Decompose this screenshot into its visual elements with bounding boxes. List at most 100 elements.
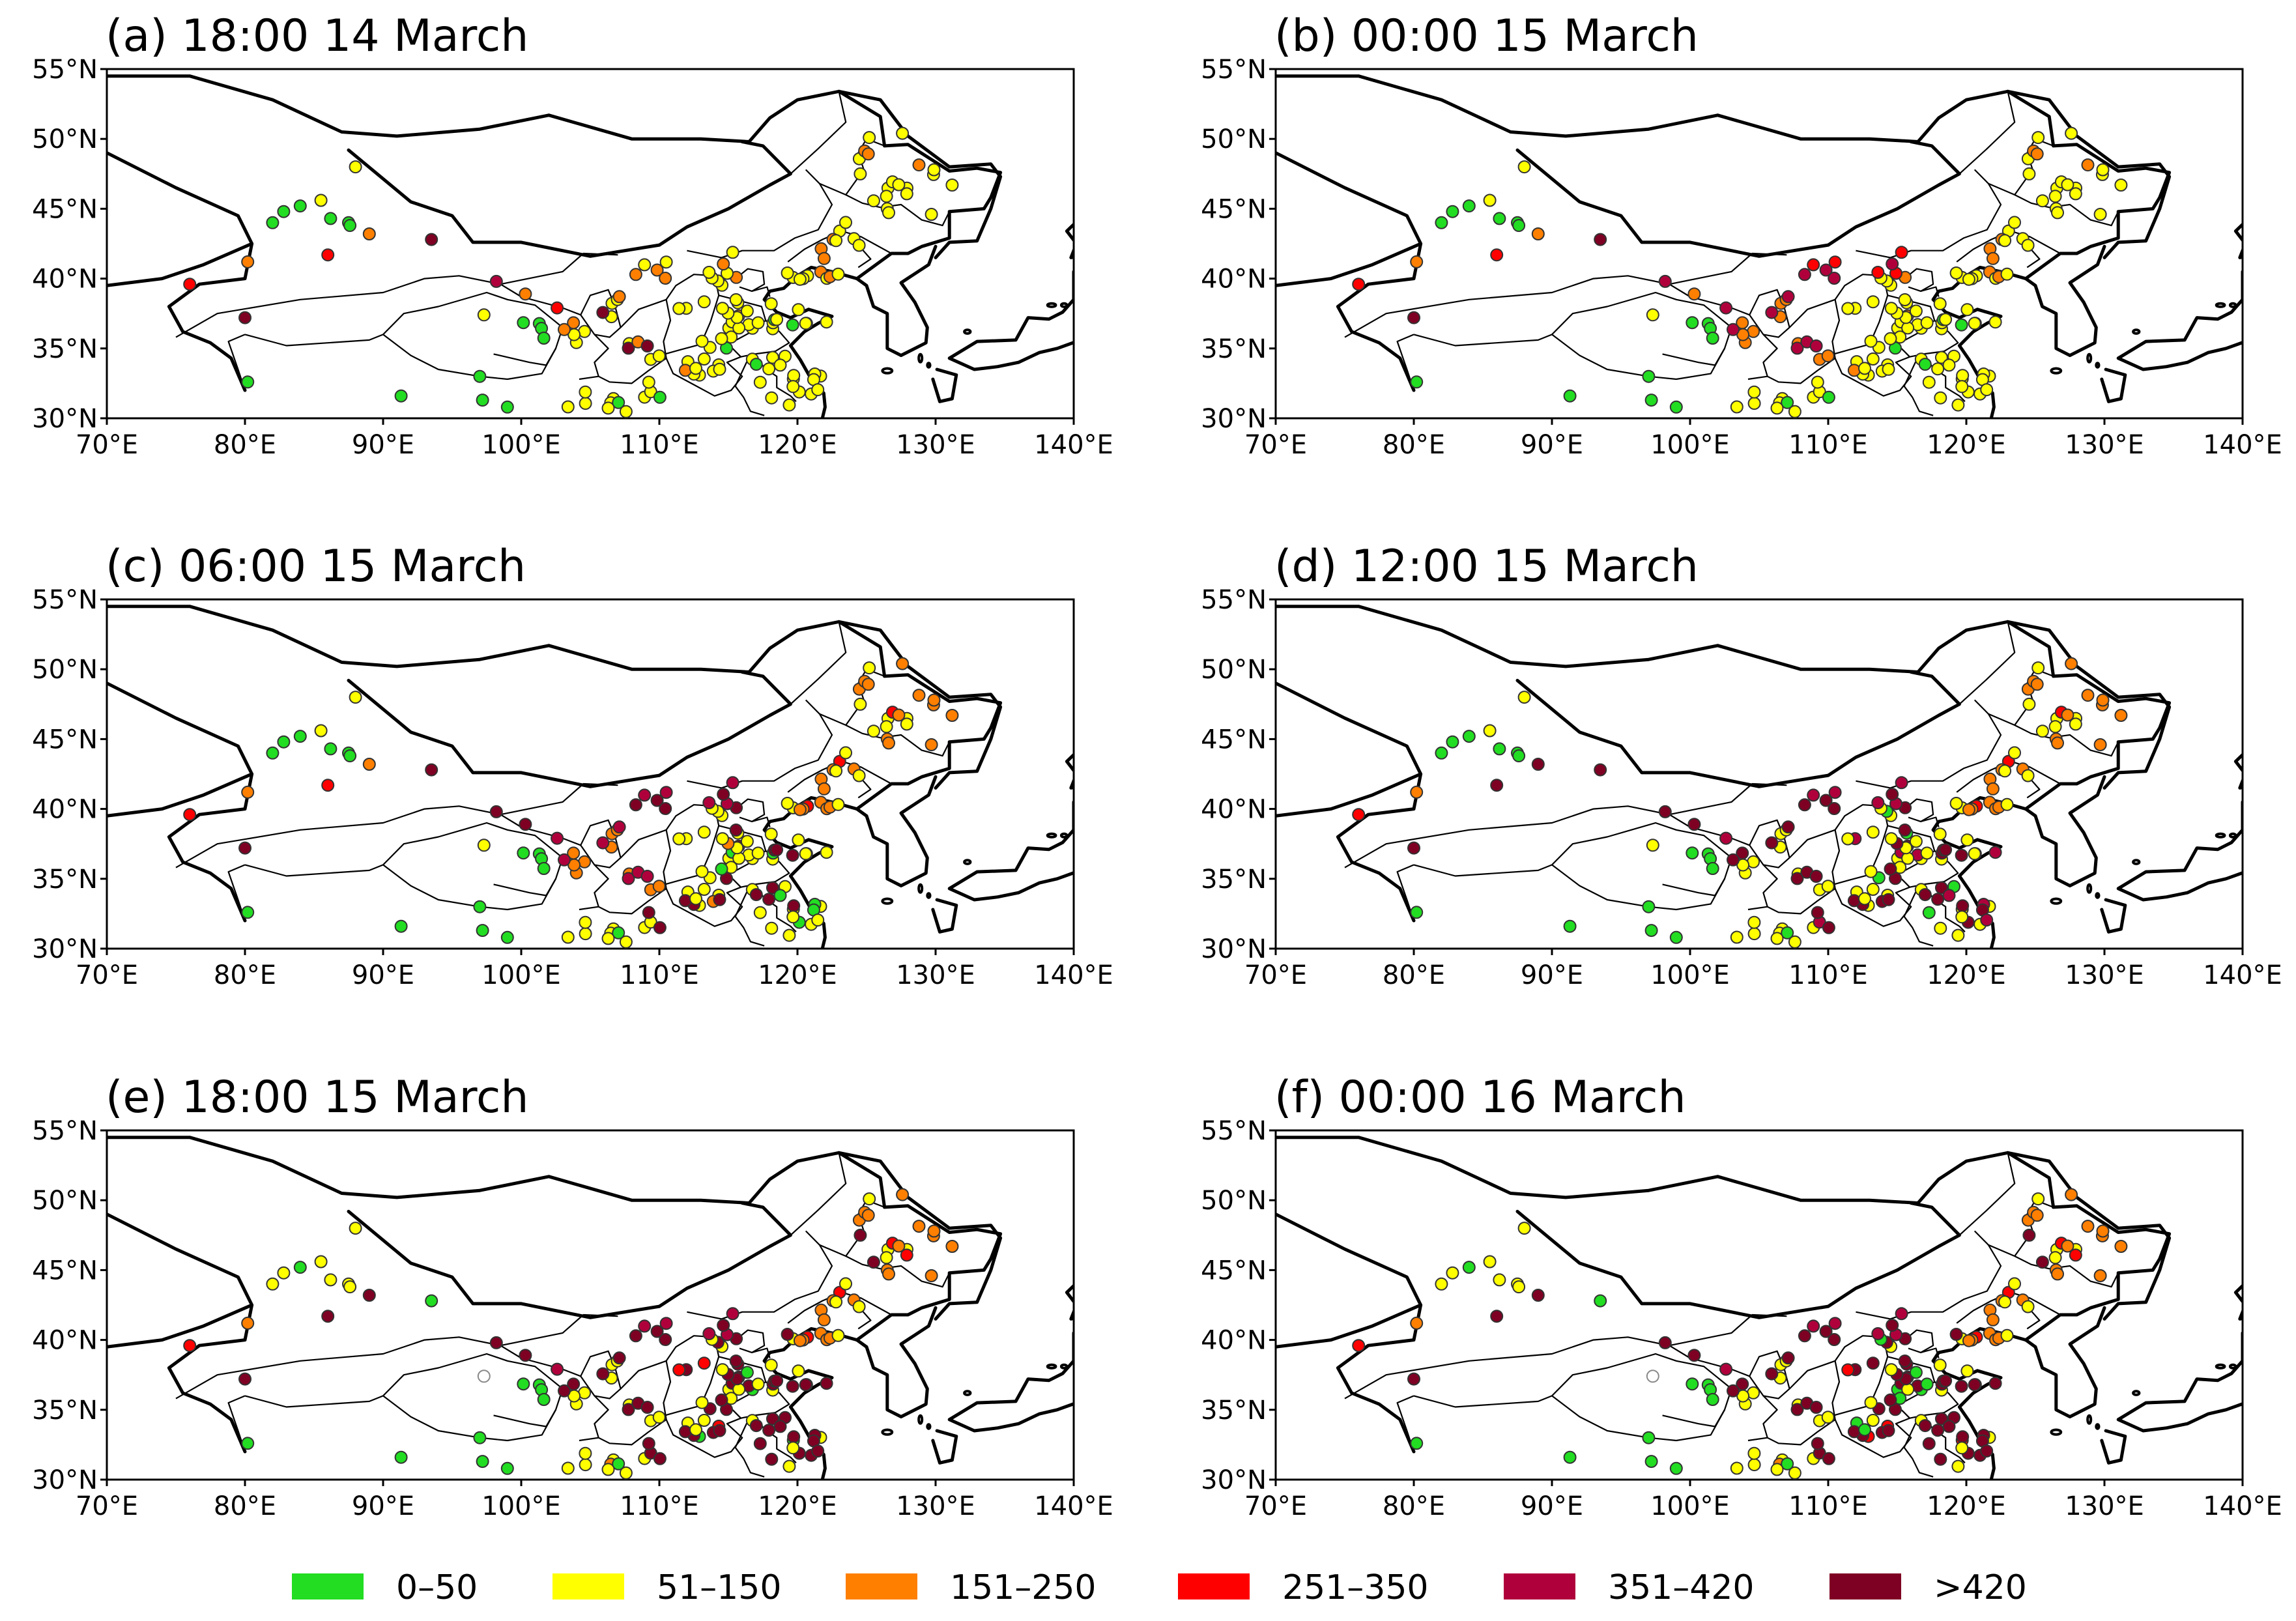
station-marker bbox=[1933, 827, 1947, 841]
station-marker bbox=[925, 738, 938, 751]
station-marker bbox=[892, 178, 906, 192]
y-tick-label: 40°N bbox=[1201, 1326, 1267, 1356]
station-marker bbox=[773, 1420, 787, 1433]
station-marker bbox=[1658, 274, 1672, 288]
panel-title: (b) 00:00 15 March bbox=[1274, 10, 1699, 62]
legend-item: 51–150 bbox=[552, 1568, 781, 1607]
x-tick-label: 70°E bbox=[1244, 430, 1307, 460]
station-marker bbox=[601, 1463, 615, 1476]
station-marker bbox=[517, 846, 530, 860]
station-marker bbox=[241, 375, 255, 389]
panel-a: (a) 18:00 14 March 70°E 80°E 90°E 100°E 110°E… bbox=[32, 10, 1113, 460]
province-border bbox=[2026, 246, 2041, 268]
island-outline bbox=[2233, 1284, 2243, 1321]
station-marker bbox=[697, 825, 711, 839]
province-border bbox=[493, 878, 556, 897]
station-marker bbox=[1765, 836, 1779, 850]
station-marker bbox=[1898, 293, 1912, 306]
station-marker bbox=[2065, 126, 2078, 140]
station-marker bbox=[321, 1310, 335, 1323]
station-marker bbox=[650, 263, 664, 277]
station-marker bbox=[343, 1280, 357, 1294]
island-outline bbox=[2086, 883, 2093, 894]
station-marker bbox=[729, 293, 743, 306]
station-marker bbox=[659, 786, 673, 799]
station-marker bbox=[642, 1437, 655, 1450]
station-marker bbox=[1909, 304, 1923, 318]
station-marker bbox=[1951, 928, 1965, 942]
station-marker bbox=[678, 364, 692, 377]
station-marker bbox=[1920, 316, 1934, 330]
station-marker bbox=[1658, 1336, 1672, 1349]
station-marker bbox=[1790, 1403, 1804, 1416]
border-line bbox=[1515, 670, 1961, 788]
station-marker bbox=[762, 1424, 776, 1437]
station-marker bbox=[786, 910, 800, 924]
station-marker bbox=[362, 758, 376, 771]
station-marker bbox=[1493, 212, 1506, 225]
station-marker bbox=[1922, 375, 1936, 389]
station-marker bbox=[927, 163, 941, 177]
station-marker bbox=[852, 769, 866, 782]
island-outline bbox=[2215, 832, 2226, 839]
province-border bbox=[1767, 829, 1841, 915]
station-marker bbox=[314, 194, 328, 207]
x-tick-label: 100°E bbox=[1650, 1491, 1730, 1521]
y-tick-label: 50°N bbox=[1201, 1186, 1267, 1216]
y-tick-label: 45°N bbox=[32, 724, 98, 754]
x-tick-label: 140°E bbox=[1034, 960, 1113, 990]
station-marker bbox=[1821, 1411, 1835, 1424]
island-outline bbox=[947, 1330, 1074, 1433]
station-marker bbox=[1922, 1437, 1936, 1450]
station-marker bbox=[829, 234, 843, 248]
station-marker bbox=[764, 827, 778, 841]
border-line bbox=[2267, 1133, 2278, 1256]
station-marker bbox=[697, 295, 711, 309]
station-marker bbox=[653, 390, 667, 404]
island-outline bbox=[2132, 1390, 2141, 1396]
panel-title: (d) 12:00 15 March bbox=[1274, 541, 1699, 592]
station-marker bbox=[852, 1300, 866, 1313]
station-marker bbox=[672, 302, 686, 315]
legend-swatch bbox=[846, 1573, 917, 1599]
x-tick-label: 140°E bbox=[1034, 430, 1113, 460]
station-marker bbox=[1918, 358, 1932, 371]
border-line bbox=[347, 1201, 792, 1319]
station-marker bbox=[1847, 364, 1861, 377]
x-tick-label: 80°E bbox=[1383, 1491, 1445, 1521]
station-marker bbox=[945, 709, 959, 722]
province-border bbox=[227, 864, 246, 921]
y-tick-label: 50°N bbox=[32, 124, 98, 154]
station-marker bbox=[751, 846, 765, 860]
station-marker bbox=[1847, 1425, 1861, 1439]
province-border bbox=[754, 353, 797, 403]
station-marker bbox=[1730, 400, 1744, 414]
station-marker bbox=[425, 233, 438, 246]
border-line bbox=[1515, 140, 1961, 258]
station-marker bbox=[1531, 1289, 1545, 1302]
station-marker bbox=[2096, 693, 2110, 707]
province-border bbox=[175, 252, 618, 338]
station-marker bbox=[1918, 1419, 1932, 1433]
station-marker bbox=[640, 1401, 654, 1414]
station-marker bbox=[558, 853, 571, 867]
station-marker bbox=[293, 730, 307, 743]
station-marker bbox=[1706, 1393, 1719, 1406]
island-outline bbox=[1046, 1363, 1057, 1370]
station-marker bbox=[753, 906, 767, 919]
y-tick-label: 40°N bbox=[32, 795, 98, 825]
station-marker bbox=[2035, 194, 2049, 208]
province-border bbox=[1923, 883, 1966, 933]
x-tick-label: 70°E bbox=[76, 960, 138, 990]
legend-label: 51–150 bbox=[657, 1568, 781, 1607]
x-tick-label: 90°E bbox=[352, 960, 414, 990]
border-line bbox=[2006, 89, 2172, 281]
station-marker bbox=[1884, 832, 1898, 846]
station-marker bbox=[1686, 846, 1699, 860]
province-border bbox=[175, 1313, 618, 1399]
station-marker bbox=[1986, 782, 2000, 796]
y-tick-label: 45°N bbox=[32, 194, 98, 224]
y-tick-label: 35°N bbox=[1201, 865, 1267, 895]
station-marker bbox=[786, 1379, 799, 1393]
panel-e: (e) 18:00 15 March 70°E 80°E 90°E 100°E 110°E… bbox=[32, 1072, 1113, 1521]
